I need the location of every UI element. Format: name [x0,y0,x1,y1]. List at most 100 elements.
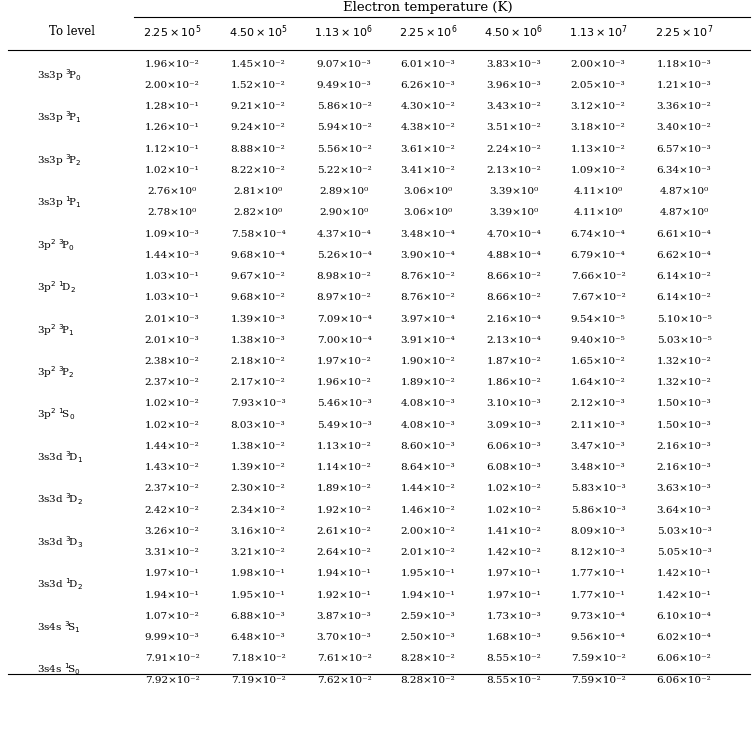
Text: 4.11×10⁰: 4.11×10⁰ [573,187,623,196]
Text: 2.50×10⁻³: 2.50×10⁻³ [401,633,455,642]
Text: 5.94×10⁻²: 5.94×10⁻² [316,124,371,132]
Text: 1.97×10⁻¹: 1.97×10⁻¹ [487,591,541,599]
Text: 2.37×10⁻²: 2.37×10⁻² [145,378,199,387]
Text: 9.24×10⁻²: 9.24×10⁻² [230,124,285,132]
Text: 1.96×10⁻²: 1.96×10⁻² [316,378,371,387]
Text: 1.14×10⁻²: 1.14×10⁻² [316,463,371,472]
Text: 1.94×10⁻¹: 1.94×10⁻¹ [316,569,371,579]
Text: 1.32×10⁻²: 1.32×10⁻² [657,378,711,387]
Text: 1.97×10⁻¹: 1.97×10⁻¹ [145,569,199,579]
Text: 2.64×10⁻²: 2.64×10⁻² [316,548,371,557]
Text: 2.00×10⁻²: 2.00×10⁻² [145,81,199,90]
Text: 1.02×10⁻¹: 1.02×10⁻¹ [145,166,199,175]
Text: 1.46×10⁻²: 1.46×10⁻² [401,505,455,514]
Text: 6.34×10⁻³: 6.34×10⁻³ [657,166,711,175]
Text: 1.44×10⁻²: 1.44×10⁻² [401,485,455,494]
Text: 2.61×10⁻²: 2.61×10⁻² [316,527,371,536]
Text: 3.39×10⁰: 3.39×10⁰ [489,187,538,196]
Text: 1.18×10⁻³: 1.18×10⁻³ [657,60,711,69]
Text: 6.06×10⁻²: 6.06×10⁻² [657,654,711,663]
Text: 3p$^2$ $^1\!$S$_0$: 3p$^2$ $^1\!$S$_0$ [37,407,76,423]
Text: 1.94×10⁻¹: 1.94×10⁻¹ [401,591,455,599]
Text: 1.02×10⁻²: 1.02×10⁻² [145,400,199,408]
Text: 1.45×10⁻²: 1.45×10⁻² [230,60,285,69]
Text: 3s3p $^3\!$P$_1$: 3s3p $^3\!$P$_1$ [37,110,82,125]
Text: 1.32×10⁻²: 1.32×10⁻² [657,357,711,366]
Text: 3p$^2$ $^3\!$P$_2$: 3p$^2$ $^3\!$P$_2$ [37,364,75,380]
Text: 3.41×10⁻²: 3.41×10⁻² [401,166,455,175]
Text: 3.39×10⁰: 3.39×10⁰ [489,209,538,218]
Text: 3.90×10⁻⁴: 3.90×10⁻⁴ [401,251,455,260]
Text: 2.16×10⁻³: 2.16×10⁻³ [657,442,711,451]
Text: 1.38×10⁻³: 1.38×10⁻³ [231,336,285,345]
Text: 3p$^2$ $^3\!$P$_1$: 3p$^2$ $^3\!$P$_1$ [37,322,75,337]
Text: 9.56×10⁻⁴: 9.56×10⁻⁴ [571,633,625,642]
Text: 3s3p $^3\!$P$_0$: 3s3p $^3\!$P$_0$ [37,67,82,83]
Text: 2.13×10⁻⁴: 2.13×10⁻⁴ [487,336,541,345]
Text: 1.12×10⁻¹: 1.12×10⁻¹ [145,144,199,154]
Text: 2.59×10⁻³: 2.59×10⁻³ [401,612,455,621]
Text: 7.62×10⁻²: 7.62×10⁻² [316,676,371,684]
Text: Electron temperature (K): Electron temperature (K) [344,1,513,14]
Text: 6.06×10⁻³: 6.06×10⁻³ [487,442,541,451]
Text: 1.89×10⁻²: 1.89×10⁻² [316,485,371,494]
Text: 7.58×10⁻⁴: 7.58×10⁻⁴ [230,229,285,238]
Text: 9.99×10⁻³: 9.99×10⁻³ [145,633,199,642]
Text: 1.44×10⁻²: 1.44×10⁻² [145,442,199,451]
Text: 3p$^2$ $^3\!$P$_0$: 3p$^2$ $^3\!$P$_0$ [37,237,75,252]
Text: 2.82×10⁰: 2.82×10⁰ [233,209,282,218]
Text: 1.26×10⁻¹: 1.26×10⁻¹ [145,124,199,132]
Text: 3s3d $^3\!$D$_3$: 3s3d $^3\!$D$_3$ [37,534,83,550]
Text: 5.05×10⁻³: 5.05×10⁻³ [657,548,711,557]
Text: 5.83×10⁻³: 5.83×10⁻³ [571,485,625,494]
Text: 3.91×10⁻⁴: 3.91×10⁻⁴ [401,336,455,345]
Text: 1.50×10⁻³: 1.50×10⁻³ [657,400,711,408]
Text: 8.66×10⁻²: 8.66×10⁻² [487,293,541,302]
Text: 4.70×10⁻⁴: 4.70×10⁻⁴ [487,229,541,238]
Text: 1.02×10⁻²: 1.02×10⁻² [145,421,199,430]
Text: 6.01×10⁻³: 6.01×10⁻³ [401,60,455,69]
Text: 1.96×10⁻²: 1.96×10⁻² [145,60,199,69]
Text: 1.65×10⁻²: 1.65×10⁻² [571,357,625,366]
Text: $4.50 \times 10^5$: $4.50 \times 10^5$ [229,23,288,39]
Text: 4.30×10⁻²: 4.30×10⁻² [401,102,455,111]
Text: 1.43×10⁻²: 1.43×10⁻² [145,463,199,472]
Text: 2.01×10⁻³: 2.01×10⁻³ [145,336,199,345]
Text: 2.37×10⁻²: 2.37×10⁻² [145,485,199,494]
Text: 5.86×10⁻²: 5.86×10⁻² [316,102,371,111]
Text: 1.95×10⁻¹: 1.95×10⁻¹ [230,591,285,599]
Text: 1.38×10⁻²: 1.38×10⁻² [230,442,285,451]
Text: 4.11×10⁰: 4.11×10⁰ [573,209,623,218]
Text: 1.64×10⁻²: 1.64×10⁻² [571,378,625,387]
Text: 6.61×10⁻⁴: 6.61×10⁻⁴ [657,229,711,238]
Text: 6.88×10⁻³: 6.88×10⁻³ [231,612,285,621]
Text: 8.55×10⁻²: 8.55×10⁻² [487,676,541,684]
Text: $1.13 \times 10^7$: $1.13 \times 10^7$ [569,23,627,39]
Text: 8.76×10⁻²: 8.76×10⁻² [401,293,455,302]
Text: 1.50×10⁻³: 1.50×10⁻³ [657,421,711,430]
Text: 1.68×10⁻³: 1.68×10⁻³ [487,633,541,642]
Text: 2.38×10⁻²: 2.38×10⁻² [145,357,199,366]
Text: 3.06×10⁰: 3.06×10⁰ [403,187,453,196]
Text: $2.25 \times 10^6$: $2.25 \times 10^6$ [399,23,458,39]
Text: 2.16×10⁻⁴: 2.16×10⁻⁴ [487,314,541,323]
Text: $4.50 \times 10^6$: $4.50 \times 10^6$ [485,23,544,39]
Text: 9.07×10⁻³: 9.07×10⁻³ [316,60,371,69]
Text: 1.42×10⁻¹: 1.42×10⁻¹ [657,569,711,579]
Text: 6.10×10⁻⁴: 6.10×10⁻⁴ [657,612,711,621]
Text: 4.37×10⁻⁴: 4.37×10⁻⁴ [316,229,371,238]
Text: 3.70×10⁻³: 3.70×10⁻³ [316,633,371,642]
Text: 4.87×10⁰: 4.87×10⁰ [659,187,709,196]
Text: 2.13×10⁻²: 2.13×10⁻² [487,166,541,175]
Text: 3.40×10⁻²: 3.40×10⁻² [657,124,711,132]
Text: 6.26×10⁻³: 6.26×10⁻³ [401,81,455,90]
Text: 1.42×10⁻²: 1.42×10⁻² [487,548,541,557]
Text: 3.26×10⁻²: 3.26×10⁻² [145,527,199,536]
Text: 3.18×10⁻²: 3.18×10⁻² [571,124,625,132]
Text: 3.83×10⁻³: 3.83×10⁻³ [487,60,541,69]
Text: 5.56×10⁻²: 5.56×10⁻² [316,144,371,154]
Text: 7.09×10⁻⁴: 7.09×10⁻⁴ [316,314,371,323]
Text: 1.77×10⁻¹: 1.77×10⁻¹ [571,569,625,579]
Text: 4.08×10⁻³: 4.08×10⁻³ [401,400,455,408]
Text: 3s4s $^3\!$S$_1$: 3s4s $^3\!$S$_1$ [37,619,81,635]
